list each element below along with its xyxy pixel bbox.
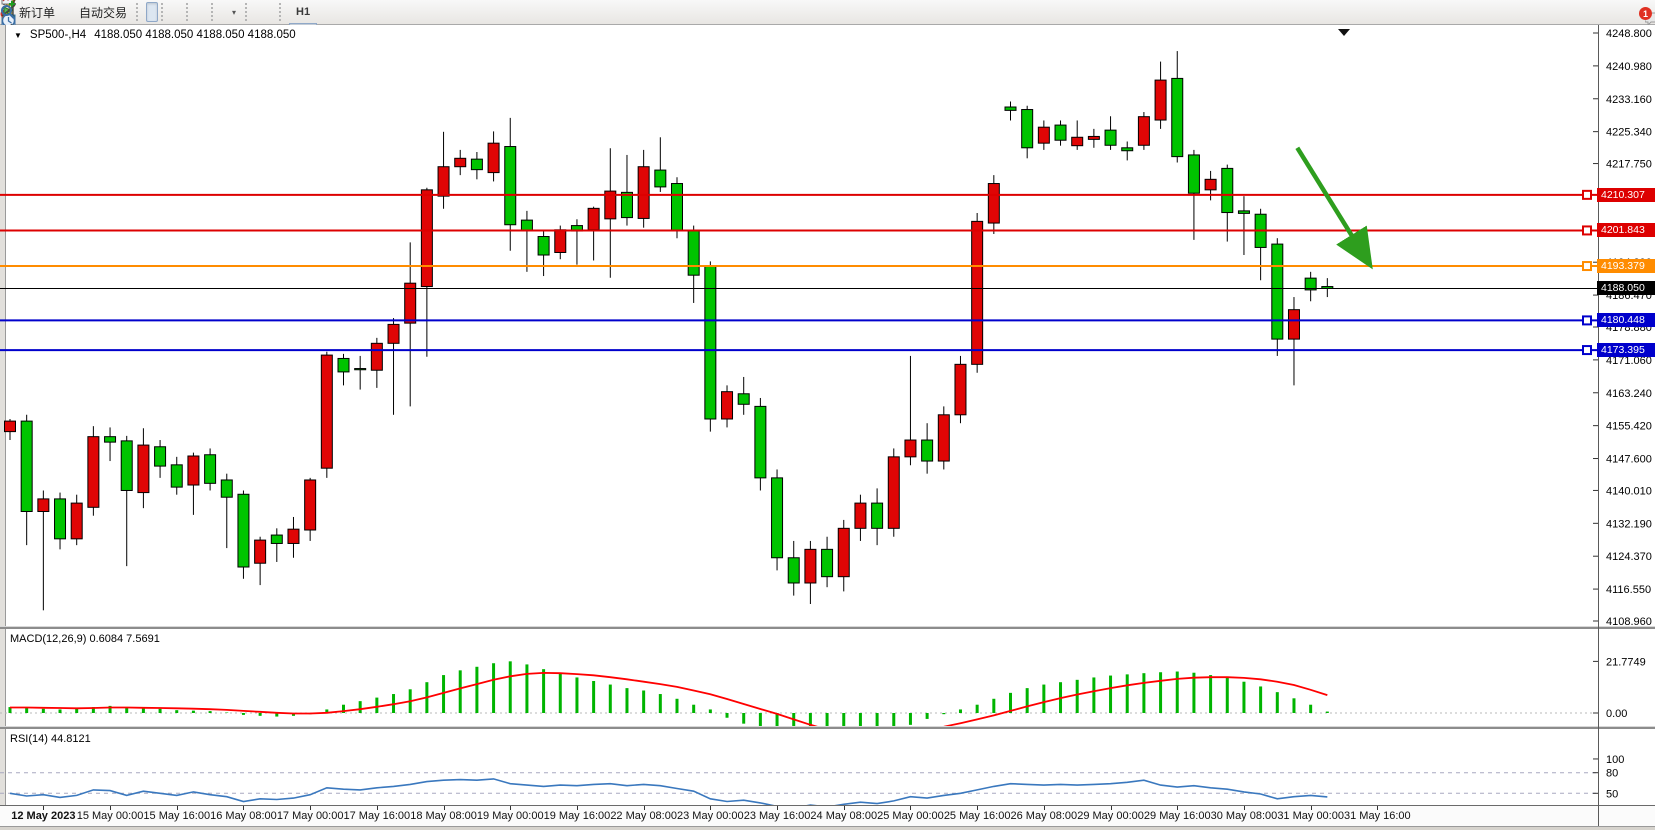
collapse-triangle-icon[interactable]: ▼ bbox=[14, 30, 22, 40]
price-chart-panel[interactable]: 4248.800 4240.980 4233.160 4225.340 4217.750… bbox=[0, 26, 1655, 627]
toolbar-grip[interactable] bbox=[279, 3, 286, 21]
price-axis-tick: 4225.340 bbox=[1606, 127, 1652, 139]
time-axis-label: 31 May 00:00 bbox=[1277, 810, 1344, 822]
price-axis-border bbox=[1598, 25, 1599, 826]
macd-panel-splitter[interactable] bbox=[0, 626, 1655, 629]
price-line-tag: 4201.843 bbox=[1597, 223, 1655, 238]
new-order-button[interactable]: 新订单 bbox=[13, 2, 61, 22]
price-axis-tick: 4240.980 bbox=[1606, 61, 1652, 73]
toolbar-grip[interactable] bbox=[245, 3, 252, 21]
price-axis-tick: 4108.960 bbox=[1606, 616, 1652, 627]
time-axis-label: 18 May 08:00 bbox=[410, 810, 477, 822]
price-axis-tick: 4124.370 bbox=[1606, 551, 1652, 563]
time-axis-label: 15 May 00:00 bbox=[76, 810, 144, 822]
time-axis-label: 19 May 16:00 bbox=[543, 810, 611, 822]
macd-axis-tick: 0.00 bbox=[1606, 708, 1627, 720]
window-bottom-edge bbox=[0, 826, 1655, 830]
chart-window-button[interactable] bbox=[1, 2, 73, 26]
price-axis-tick: 4116.550 bbox=[1606, 584, 1651, 596]
new-order-label: 新订单 bbox=[19, 5, 56, 20]
time-axis-label: 16 May 08:00 bbox=[210, 810, 277, 822]
time-axis-label: 26 May 08:00 bbox=[1010, 810, 1078, 822]
price-axis-tick: 4140.010 bbox=[1606, 485, 1652, 497]
price-line-tag: 4173.395 bbox=[1597, 343, 1655, 358]
time-axis-label: 17 May 16:00 bbox=[343, 810, 411, 822]
time-axis-label: 25 May 16:00 bbox=[943, 810, 1011, 822]
rsi-axis-tick: 100 bbox=[1606, 754, 1624, 766]
time-axis-label: 22 May 08:00 bbox=[610, 810, 677, 822]
time-axis-label: 17 May 00:00 bbox=[276, 810, 344, 822]
candlestick-chart-button[interactable] bbox=[2, 2, 159, 27]
candles[interactable] bbox=[4, 51, 1334, 611]
zoom-out-button[interactable] bbox=[1, 2, 183, 28]
rsi-panel-splitter[interactable] bbox=[0, 726, 1655, 729]
price-axis-tick: 4171.060 bbox=[1606, 355, 1652, 367]
current-price-tag: 4188.050 bbox=[1597, 281, 1655, 296]
rsi-axis-tick: 80 bbox=[1606, 768, 1618, 780]
autotrading-label: 自动交易 bbox=[79, 5, 128, 20]
macd-signal-line bbox=[10, 671, 1328, 726]
toolbar-grip[interactable] bbox=[211, 3, 218, 21]
trendline-button[interactable] bbox=[1, 0, 267, 17]
time-axis-label: 31 May 16:00 bbox=[1344, 810, 1411, 822]
macd-axis-tick: 21.7749 bbox=[1606, 656, 1646, 668]
time-axis-label: 25 May 00:00 bbox=[877, 810, 944, 822]
time-axis-label: 23 May 00:00 bbox=[677, 810, 744, 822]
auto-scroll-button[interactable] bbox=[3, 0, 208, 16]
timeframe-h1[interactable]: H1 bbox=[296, 6, 311, 18]
notification-badge: 1 bbox=[1639, 7, 1652, 20]
time-axis-label: 29 May 16:00 bbox=[1143, 810, 1211, 822]
search-icon[interactable] bbox=[0, 4, 16, 20]
chart-symbol-period: SP500-,H4 bbox=[29, 29, 87, 41]
arrow-annotation[interactable] bbox=[1295, 146, 1373, 270]
time-axis-label: 24 May 08:00 bbox=[810, 810, 878, 822]
price-line-tag: 4193.379 bbox=[1597, 259, 1655, 274]
price-axis-tick: 4155.420 bbox=[1606, 421, 1652, 433]
time-axis-label: 15 May 16:00 bbox=[143, 810, 211, 822]
chart-window: 4248.800 4240.980 4233.160 4225.340 4217.750… bbox=[0, 25, 1655, 830]
chart-header: ▼ SP500-,H4 4188.050 4188.050 4188.050 4… bbox=[14, 29, 296, 41]
time-axis-label: 23 May 16:00 bbox=[743, 810, 811, 822]
time-axis[interactable]: 12 May 2023 15 May 00:00 15 May 16:00 16 Ma… bbox=[0, 805, 1655, 827]
price-axis-tick: 4147.600 bbox=[1606, 454, 1652, 466]
autotrading-button[interactable]: 自动交易 bbox=[0, 2, 133, 22]
toolbar-grip[interactable] bbox=[161, 3, 168, 21]
time-axis-label: 29 May 00:00 bbox=[1077, 810, 1144, 822]
rsi-line bbox=[9, 778, 1328, 805]
price-line-tag: 4180.448 bbox=[1597, 313, 1655, 328]
toolbar-grip[interactable] bbox=[136, 3, 143, 21]
indicators-add-button[interactable]: ▾ bbox=[1, 0, 242, 7]
rsi-label: RSI(14) 44.8121 bbox=[10, 733, 91, 745]
price-line-tag: 4210.307 bbox=[1597, 187, 1655, 202]
price-axis-tick: 4163.240 bbox=[1606, 388, 1652, 400]
price-axis-tick: 4217.750 bbox=[1606, 159, 1652, 171]
price-axis-tick: 4248.800 bbox=[1606, 28, 1652, 40]
price-axis-tick: 4233.160 bbox=[1606, 94, 1652, 106]
toolbar-grip[interactable] bbox=[186, 3, 193, 21]
chart-ohlc-values: 4188.050 4188.050 4188.050 4188.050 bbox=[94, 29, 296, 41]
time-axis-label: 19 May 00:00 bbox=[476, 810, 544, 822]
periods-button[interactable]: ▾ bbox=[1, 2, 242, 28]
chevron-down-icon: ▾ bbox=[232, 7, 237, 17]
rsi-axis-tick: 50 bbox=[1606, 788, 1618, 800]
time-axis-label: 12 May 2023 bbox=[11, 810, 76, 822]
chart-shift-marker[interactable] bbox=[1338, 29, 1350, 36]
macd-label: MACD(12,26,9) 0.6084 7.5691 bbox=[10, 633, 160, 645]
price-axis-tick: 4132.190 bbox=[1606, 518, 1652, 530]
rsi-panel[interactable]: 1008050150 bbox=[0, 728, 1655, 805]
main-toolbar: 新订单 自动交易 ▾▾▾ EFAT▾ M1M5M15M30H1H4D1W1MN bbox=[0, 0, 1655, 116]
time-axis-label: 30 May 08:00 bbox=[1210, 810, 1278, 822]
